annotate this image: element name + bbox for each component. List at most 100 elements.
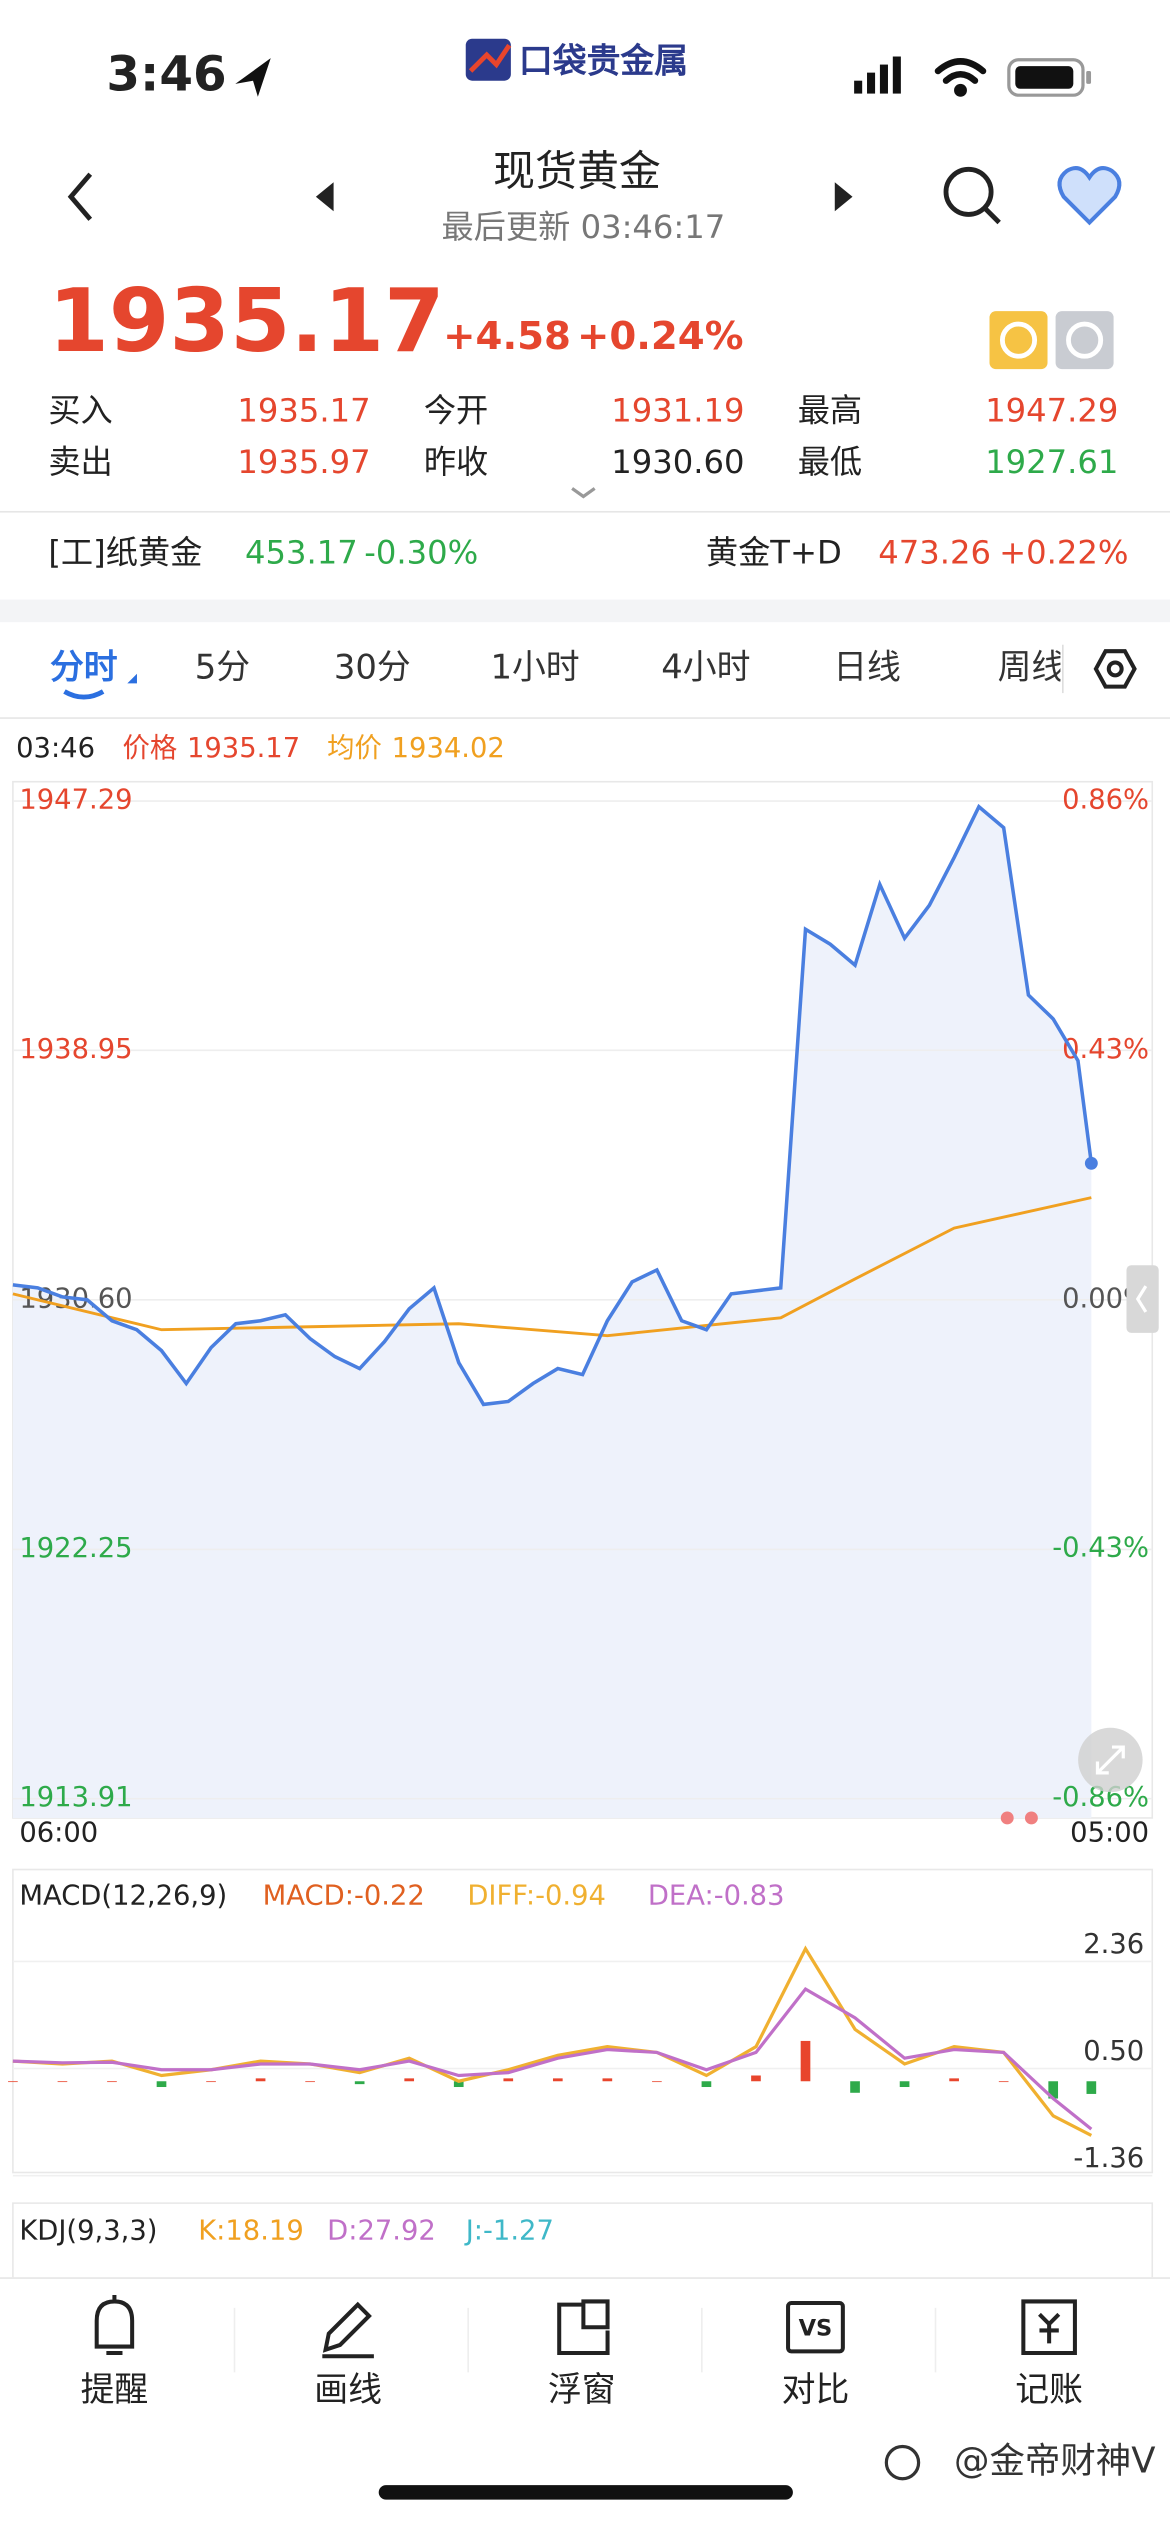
legend-name: 价格 — [122, 733, 177, 764]
macd-frame — [12, 1868, 1154, 2174]
macd-bar — [751, 2075, 761, 2082]
y-tick-label: 2.36 — [1083, 1929, 1144, 1960]
macd-bar — [57, 2081, 68, 2083]
home-indicator — [378, 2485, 793, 2500]
macd-bar — [652, 2081, 662, 2083]
stat-value: 1931.19 — [611, 392, 744, 430]
macd-bar — [255, 2078, 266, 2082]
tab[interactable]: 30分 — [334, 647, 411, 686]
stat-value: 1947.29 — [985, 392, 1118, 430]
series-line — [12, 803, 1094, 1407]
refresh-button[interactable] — [989, 311, 1048, 370]
stat-value: 1935.97 — [237, 443, 370, 481]
header-subtitle: 最后更新 03:46:17 — [441, 208, 725, 246]
x-tick-label: 06:00 — [19, 1818, 98, 1849]
macd-bar — [602, 2078, 613, 2082]
macd-title: MACD(12,26,9) — [19, 1880, 227, 1911]
favorite-button[interactable] — [1057, 166, 1122, 226]
legend-value: 1934.02 — [392, 733, 505, 764]
legend-name: 均价 — [327, 733, 382, 764]
price-chart: 1947.291938.951930.601922.251913.910.86%… — [12, 785, 1153, 1849]
tab[interactable]: 4小时 — [661, 647, 750, 686]
nav-label[interactable]: 画线 — [314, 2370, 382, 2409]
y-tick-label: -1.36 — [1073, 2143, 1144, 2174]
watermark: @金帝财神V — [954, 2441, 1155, 2482]
settings-icon — [1106, 660, 1124, 678]
related-value: 473.26 — [878, 533, 991, 571]
nav-icons — [94, 2294, 1077, 2359]
related-pct: +0.22% — [999, 533, 1128, 571]
refresh-icon — [999, 321, 1038, 359]
nav-label[interactable]: 对比 — [782, 2370, 850, 2409]
stat-label: 买入 — [48, 392, 112, 430]
tabs: 分时 5分 30分 1小时 4小时 日线 周线 — [50, 647, 1066, 686]
macd-chart: 2.36 0.50 -1.36 DIFF:-0.94 DEA:-0.83 — [8, 1880, 1153, 2177]
next-button[interactable] — [834, 182, 853, 212]
macd-bar — [998, 2081, 1009, 2083]
related-value: 453.17 — [245, 533, 358, 571]
tab-dropdown[interactable] — [127, 673, 137, 684]
divider — [0, 510, 1170, 513]
stat-value: 1935.17 — [237, 392, 370, 430]
y-tick-label: 1913.91 — [19, 1782, 132, 1813]
macd-bar — [354, 2081, 365, 2085]
kdj-indicator: J:-1.27 — [464, 2216, 554, 2247]
quote-change: +4.58 — [443, 314, 571, 359]
macd-bar — [107, 2081, 117, 2083]
macd-bar — [404, 2078, 415, 2082]
divider — [934, 2307, 937, 2373]
macd-line — [12, 1986, 1093, 2131]
stat-value: 1927.61 — [985, 443, 1118, 481]
tab[interactable]: 日线 — [833, 647, 901, 686]
divider — [1062, 644, 1064, 694]
macd-bar — [949, 2078, 959, 2082]
side-tab[interactable] — [1126, 1265, 1159, 1333]
stats: 买入 1935.17 今开 1931.19 最高 1947.29 卖出 1935.97 昨收 19… — [48, 392, 1118, 482]
y2-tick-label: -0.43% — [1052, 1533, 1149, 1564]
macd-line — [12, 1945, 1093, 2137]
divider — [701, 2307, 703, 2373]
divider — [0, 2277, 1170, 2279]
kdj-indicator: K:18.19 — [198, 2216, 304, 2247]
related-name[interactable]: [工]纸黄金 — [48, 533, 202, 571]
logo-text: 口袋贵金属 — [519, 41, 688, 80]
stat-label: 最低 — [798, 443, 862, 481]
x-tick-label: 05:00 — [1070, 1818, 1149, 1849]
nav-label[interactable]: 浮窗 — [548, 2370, 616, 2409]
stat-value: 1930.60 — [611, 443, 744, 481]
side-tab-icon — [1135, 1285, 1148, 1313]
price-area — [12, 806, 1092, 1818]
currency-button[interactable] — [1055, 311, 1114, 370]
back-button[interactable] — [67, 172, 93, 221]
tab[interactable]: 1小时 — [490, 647, 579, 686]
y2-tick-label: 0.43% — [1062, 1034, 1149, 1065]
nav-label[interactable]: 提醒 — [81, 2370, 149, 2409]
search-button[interactable] — [943, 166, 1001, 225]
macd-bar — [899, 2081, 910, 2088]
related-name[interactable]: 黄金T+D — [706, 533, 842, 571]
page-dot — [1024, 1811, 1038, 1825]
macd-bar — [503, 2078, 514, 2082]
wifi-icon — [934, 58, 987, 97]
y-tick-label: 1922.25 — [19, 1533, 132, 1564]
macd-bar — [305, 2081, 315, 2083]
tab[interactable]: 分时 — [50, 647, 118, 686]
nav-label[interactable]: 记账 — [1015, 2370, 1083, 2409]
expand-chevron[interactable] — [571, 487, 596, 499]
tab[interactable]: 5分 — [195, 647, 250, 686]
page-dot — [1000, 1811, 1014, 1825]
macd-bar — [800, 2040, 811, 2082]
macd-bar — [453, 2081, 464, 2088]
logo-arrow — [468, 43, 512, 73]
legend-value: 1935.17 — [187, 733, 300, 764]
macd-bar — [1086, 2081, 1097, 2094]
macd-bar — [1048, 2081, 1059, 2099]
prev-button[interactable] — [315, 182, 334, 212]
stat-label: 卖出 — [48, 443, 112, 481]
macd-bar — [552, 2078, 563, 2082]
macd-bar — [156, 2081, 167, 2088]
settings-button[interactable] — [1093, 649, 1137, 689]
tab[interactable]: 周线 — [998, 647, 1066, 686]
